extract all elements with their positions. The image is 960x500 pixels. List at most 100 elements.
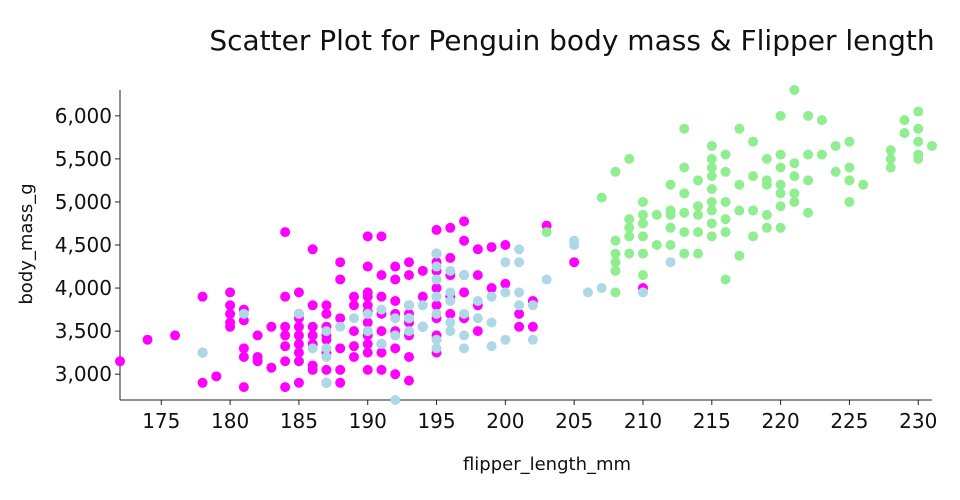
scatter-point — [844, 162, 855, 173]
scatter-point — [913, 153, 924, 164]
scatter-point — [390, 330, 401, 341]
x-tick-label: 175 — [142, 409, 180, 433]
scatter-point — [775, 110, 786, 121]
scatter-point — [761, 153, 772, 164]
scatter-point — [637, 218, 648, 229]
scatter-point — [665, 179, 676, 190]
scatter-point — [885, 162, 896, 173]
scatter-point — [404, 351, 415, 362]
scatter-point — [720, 149, 731, 160]
scatter-point — [803, 175, 814, 186]
scatter-point — [445, 295, 456, 306]
scatter-point — [362, 261, 373, 272]
scatter-point — [844, 196, 855, 207]
x-tick-label: 210 — [624, 409, 662, 433]
scatter-point — [445, 326, 456, 337]
scatter-point — [775, 162, 786, 173]
scatter-point — [624, 231, 635, 242]
scatter-point — [417, 300, 428, 311]
scatter-point — [362, 326, 373, 337]
scatter-point — [527, 334, 538, 345]
scatter-point — [693, 209, 704, 220]
scatter-point — [844, 175, 855, 186]
scatter-point — [404, 257, 415, 268]
x-tick-label: 225 — [830, 409, 868, 433]
x-tick-label: 200 — [486, 409, 524, 433]
scatter-point — [459, 343, 470, 354]
scatter-point — [376, 304, 387, 315]
scatter-point — [610, 235, 621, 246]
scatter-point — [280, 227, 291, 238]
scatter-point — [362, 231, 373, 242]
scatter-point — [637, 270, 648, 281]
scatter-point — [527, 300, 538, 311]
scatter-point — [720, 274, 731, 285]
scatter-point — [362, 347, 373, 358]
scatter-point — [486, 242, 497, 253]
y-tick-label: 3,500 — [55, 319, 112, 343]
scatter-point — [789, 85, 800, 95]
scatter-point — [335, 364, 346, 375]
scatter-point — [335, 321, 346, 332]
y-tick-label: 4,000 — [55, 276, 112, 300]
scatter-point — [789, 188, 800, 199]
scatter-point — [417, 291, 428, 302]
scatter-point — [362, 317, 373, 328]
scatter-point — [266, 362, 277, 373]
scatter-point — [514, 287, 525, 298]
scatter-point — [679, 207, 690, 218]
scatter-point — [720, 166, 731, 177]
scatter-point — [307, 330, 318, 341]
scatter-point — [252, 356, 263, 367]
scatter-point — [376, 231, 387, 242]
scatter-point — [624, 222, 635, 233]
scatter-point — [417, 265, 428, 276]
scatter-point — [720, 227, 731, 238]
scatter-point — [293, 377, 304, 388]
scatter-point — [431, 343, 442, 354]
scatter-point — [445, 252, 456, 263]
scatter-point — [569, 240, 580, 250]
scatter-point — [706, 196, 717, 207]
scatter-point — [693, 248, 704, 259]
scatter-point — [514, 308, 525, 319]
scatter-point — [362, 308, 373, 319]
scatter-point — [197, 377, 208, 388]
scatter-point — [348, 351, 359, 362]
scatter-point — [514, 321, 525, 332]
scatter-point — [706, 218, 717, 229]
scatter-point — [637, 209, 648, 220]
scatter-point — [913, 123, 924, 134]
scatter-point — [610, 265, 621, 276]
scatter-point — [445, 308, 456, 319]
scatter-point — [376, 339, 387, 350]
scatter-point — [431, 224, 442, 235]
scatter-point — [376, 364, 387, 375]
scatter-point — [582, 287, 593, 298]
scatter-point — [706, 231, 717, 242]
scatter-point — [321, 364, 332, 375]
scatter-point — [899, 128, 910, 139]
scatter-point — [665, 240, 676, 250]
scatter-point — [431, 261, 442, 272]
scatter-point — [459, 308, 470, 319]
scatter-point — [390, 395, 401, 405]
scatter-point — [321, 300, 332, 311]
scatter-point — [706, 171, 717, 182]
scatter-point — [348, 341, 359, 352]
scatter-point — [252, 330, 263, 341]
scatter-point — [624, 153, 635, 164]
scatter-point — [610, 248, 621, 259]
scatter-point — [610, 166, 621, 177]
scatter-point — [927, 140, 937, 151]
scatter-point — [665, 257, 676, 268]
scatter-point — [197, 291, 208, 302]
scatter-point — [624, 248, 635, 259]
scatter-point — [459, 287, 470, 298]
x-tick-label: 230 — [899, 409, 937, 433]
scatter-point — [665, 222, 676, 233]
scatter-point — [445, 317, 456, 328]
scatter-point — [720, 214, 731, 225]
scatter-point — [541, 274, 552, 285]
scatter-point — [486, 341, 497, 352]
